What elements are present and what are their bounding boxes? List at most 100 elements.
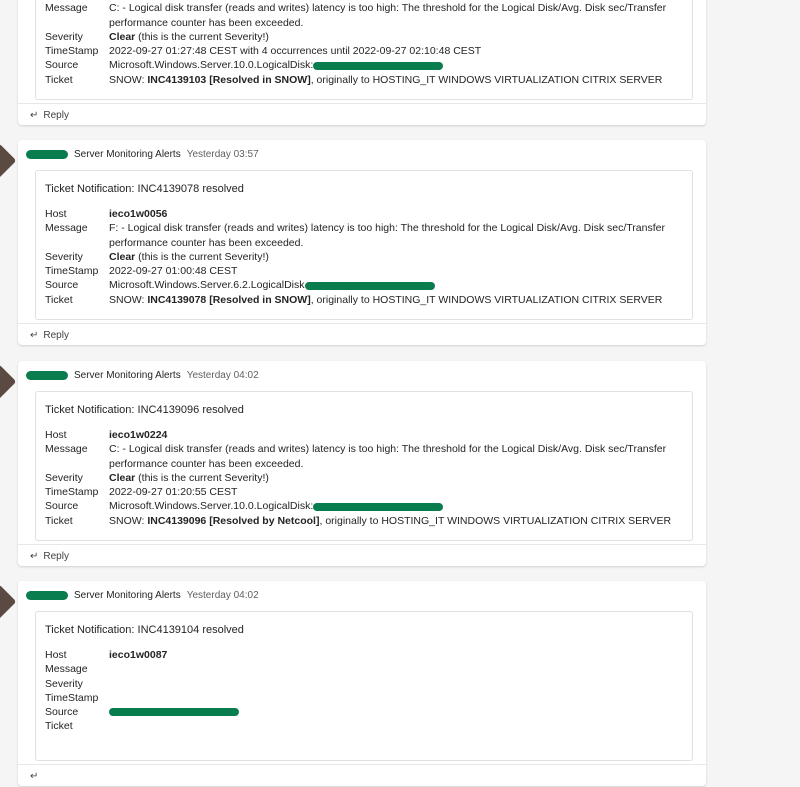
ticket-status: [Resolved in SNOW] [209,293,311,306]
message-row: Message C: - Logical disk transfer (reads… [45,1,689,30]
source-label: Source [45,59,79,72]
severity-label: Severity [45,471,83,484]
ticket-row: Ticket SNOW: INC4139103 [Resolved in SNOW… [45,73,689,87]
card-title: Ticket Notification: INC4139078 resolved [45,183,244,195]
severity-note: (this is the current Severity!) [135,30,269,43]
avatar[interactable] [0,143,17,181]
post-time: Yesterday 04:02 [186,370,259,381]
redacted-source [109,708,239,717]
host-value: ieco1w0087 [109,649,168,661]
source-row: Source Microsoft.Windows.Server.10.0.Logi… [45,58,689,72]
severity-note: (this is the current Severity!) [135,471,269,484]
severity-row: Severity Clear (this is the current Sever… [45,250,689,264]
reply-button[interactable]: ↵ [18,764,706,787]
alert-post: Server Monitoring Alerts Yesterday 03:57… [0,140,706,346]
card-title: Ticket Notification: INC4139096 resolved [45,404,244,416]
source-label: Source [45,279,79,292]
ticket-id: INC4139078 [147,293,207,306]
post-header: Server Monitoring Alerts Yesterday 04:02 [26,370,259,381]
severity-value: Clear [109,250,136,263]
ticket-status: [Resolved by Netcool] [209,514,320,527]
severity-value: Clear [109,30,136,43]
avatar[interactable] [0,364,17,402]
source-label: Source [45,706,79,719]
source-row: Source [45,705,689,719]
adaptive-card: Ticket Notification: INC4139104 resolved… [35,611,693,761]
ticket-prefix: SNOW: [109,514,148,527]
timestamp-value: 2022-09-27 01:00:48 CEST [109,265,238,278]
adaptive-card: Ticket Notification: INC4139078 resolved… [35,170,693,320]
alert-post: Server Monitoring Alerts Yesterday 04:02… [0,361,706,567]
reply-icon: ↵ [30,550,39,562]
redacted-sender-prefix [26,591,68,600]
message-row: Message [45,662,689,676]
sender-name[interactable]: Server Monitoring Alerts [74,590,181,601]
ticket-row: Ticket SNOW: INC4139096 [Resolved by Netc… [45,514,689,528]
reply-icon: ↵ [30,109,39,121]
ticket-prefix: SNOW: [109,293,148,306]
severity-value: Clear [109,471,136,484]
ticket-assignment: , originally to HOSTING_IT WINDOWS VIRTU… [310,73,663,86]
adaptive-card: Ticket Notification: INC4139096 resolved… [35,391,693,541]
message-value: C: - Logical disk transfer (reads and wr… [109,2,667,29]
host-label: Host [45,208,67,220]
timestamp-value [109,691,689,705]
avatar[interactable] [0,584,17,622]
post-header: Server Monitoring Alerts Yesterday 03:57 [26,149,259,160]
host-label: Host [45,429,67,441]
reply-icon: ↵ [30,329,39,341]
timestamp-label: TimeStamp [45,486,99,499]
timestamp-row: TimeStamp 2022-09-27 01:20:55 CEST [45,485,689,499]
timestamp-row: TimeStamp 2022-09-27 01:00:48 CEST [45,264,689,278]
host-row: Host ieco1w0087 [45,648,689,662]
reply-button[interactable]: ↵ Reply [18,544,706,567]
message-label: Message [45,2,88,15]
ticket-row: Ticket [45,719,689,733]
message-value: F: - Logical disk transfer (reads and wr… [109,222,665,249]
timestamp-row: TimeStamp 2022-09-27 01:27:48 CEST with 4… [45,44,689,58]
ticket-assignment: , originally to HOSTING_IT WINDOWS VIRTU… [310,293,663,306]
alert-post: Server Monitoring Alerts Yesterday 04:02… [0,581,706,787]
timestamp-row: TimeStamp [45,691,689,705]
post-time: Yesterday 03:57 [186,149,259,160]
timestamp-label: TimeStamp [45,45,99,58]
message-label: Message [45,663,88,676]
ticket-label: Ticket [45,514,73,527]
severity-label: Severity [45,250,83,263]
post-header: Server Monitoring Alerts Yesterday 04:02 [26,590,259,601]
timestamp-label: TimeStamp [45,691,99,704]
reply-button[interactable]: ↵ Reply [18,103,706,126]
ticket-id: INC4139103 [147,73,207,86]
reply-button[interactable]: ↵ Reply [18,323,706,346]
redacted-source [313,502,444,511]
reply-label: Reply [43,550,69,562]
redacted-source [304,281,435,290]
message-label: Message [45,222,88,235]
ticket-row: Ticket SNOW: INC4139078 [Resolved in SNOW… [45,293,689,307]
severity-note: (this is the current Severity!) [135,250,269,263]
ticket-assignment: , originally to HOSTING_IT WINDOWS VIRTU… [319,514,672,527]
source-row: Source Microsoft.Windows.Server.6.2.Logic… [45,278,689,292]
severity-row: Severity [45,677,689,691]
severity-label: Severity [45,677,83,690]
source-label: Source [45,500,79,513]
severity-label: Severity [45,30,83,43]
host-label: Host [45,649,67,661]
sender-name[interactable]: Server Monitoring Alerts [74,370,181,381]
ticket-prefix: SNOW: [109,73,148,86]
message-value: C: - Logical disk transfer (reads and wr… [109,443,667,470]
redacted-source [313,61,444,70]
source-value: Microsoft.Windows.Server.10.0.LogicalDis… [109,500,314,513]
redacted-sender-prefix [26,371,68,380]
severity-row: Severity Clear (this is the current Sever… [45,471,689,485]
post-time: Yesterday 04:02 [186,590,259,601]
timestamp-value: 2022-09-27 01:27:48 CEST with 4 occurren… [109,45,482,58]
reply-label: Reply [43,329,69,341]
reply-label: Reply [43,109,69,121]
ticket-label: Ticket [45,73,73,86]
message-value [109,662,689,676]
timestamp-label: TimeStamp [45,265,99,278]
sender-name[interactable]: Server Monitoring Alerts [74,149,181,160]
